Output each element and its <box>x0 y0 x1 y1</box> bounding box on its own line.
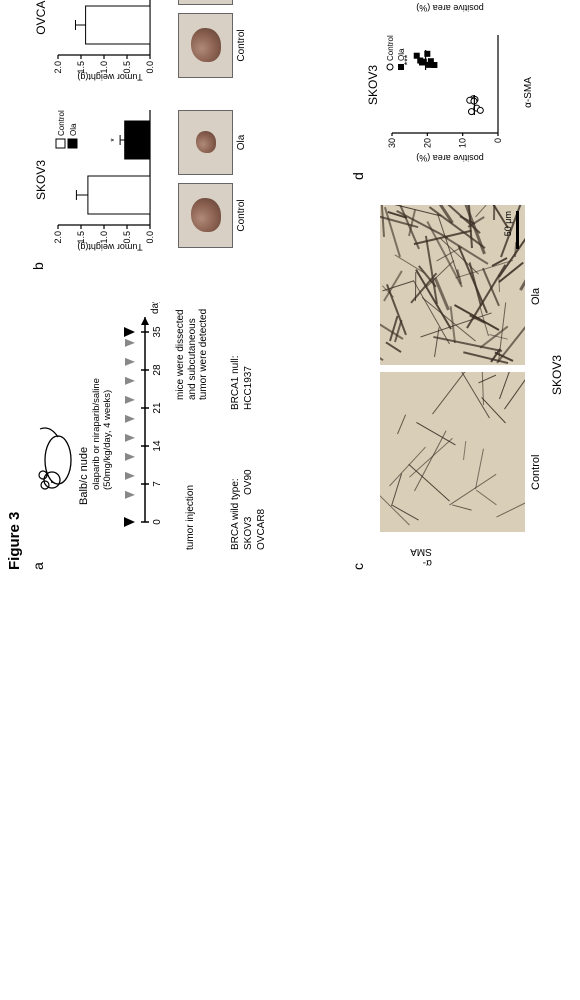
event2-label: mice were dissected and subcutaneous tum… <box>175 280 210 400</box>
timeline-diagram: 0 7 14 21 28 35 days <box>110 302 180 532</box>
micrograph-control <box>380 372 525 532</box>
svg-text:14: 14 <box>152 440 163 452</box>
tumor-cap-treat: Ola <box>236 110 247 175</box>
brca-wt-1: SKOV3 <box>243 517 255 550</box>
micro-row-title: SKOV3 <box>550 355 564 395</box>
brca-wt-label: BRCA wild type: <box>230 478 242 550</box>
svg-text:21: 21 <box>152 402 163 414</box>
svg-text:Tumor weight(g): Tumor weight(g) <box>77 242 142 252</box>
bar-chart: 0.0 0.5 1.0 1.5 2.0 * Tumor weight(g) Contro… <box>50 100 170 260</box>
svg-text:*: * <box>109 138 119 142</box>
bar-title: SKOV3 <box>34 100 48 260</box>
svg-text:0: 0 <box>152 519 163 525</box>
panel-a: Balb/c nude olaparib or niraparib/saline… <box>30 290 310 550</box>
micro-cap-treat: Ola <box>530 288 542 305</box>
svg-text:10: 10 <box>458 138 468 148</box>
svg-text:Tumor weight(g): Tumor weight(g) <box>77 72 142 82</box>
svg-text:2.0: 2.0 <box>53 61 63 74</box>
panel-letter-d: d <box>350 172 366 180</box>
svg-text:1.0: 1.0 <box>99 231 109 244</box>
svg-text:30: 30 <box>387 138 397 148</box>
brca-null-1: HCC1937 <box>243 366 255 410</box>
brca-wt-2: OVCAR8 <box>256 509 268 550</box>
svg-text:Control: Control <box>386 35 395 61</box>
tumor-cap-control: Control <box>236 13 247 78</box>
svg-text:0.5: 0.5 <box>122 231 132 244</box>
mouse-icon <box>30 425 75 495</box>
bar-title: OVCAR8 <box>34 0 48 90</box>
tumor-photo-treat <box>178 0 233 5</box>
scalebar-label: 50 μm <box>503 211 513 236</box>
svg-text:0.0: 0.0 <box>145 231 155 244</box>
svg-text:1.5: 1.5 <box>76 61 86 74</box>
micrograph-treat: 50 μm <box>380 205 525 365</box>
tumor-photo-control <box>178 13 233 78</box>
panel-letter-c: c <box>350 563 366 570</box>
svg-text:20: 20 <box>422 138 432 148</box>
tumor-cap-control: Control <box>236 183 247 248</box>
svg-text:1.0: 1.0 <box>99 61 109 74</box>
scatter-title: SKOV3 <box>366 5 380 165</box>
scatter-title: OVCAR8 <box>366 0 380 15</box>
svg-text:28: 28 <box>152 364 163 376</box>
svg-text:1.5: 1.5 <box>76 231 86 244</box>
svg-text:0: 0 <box>493 138 503 143</box>
svg-text:Ola: Ola <box>397 48 406 61</box>
tumor-photo-treat <box>178 110 233 175</box>
svg-text:positive area (%): positive area (%) <box>416 153 484 163</box>
brca-wt-ov90: OV90 <box>243 469 255 495</box>
tumor-photo-control <box>178 183 233 248</box>
micro-cap-control: Control <box>530 455 542 490</box>
svg-text:0.0: 0.0 <box>145 61 155 74</box>
scatter-xlabel: α-SMA <box>523 0 534 15</box>
svg-text:0.5: 0.5 <box>122 61 132 74</box>
scalebar <box>516 211 519 249</box>
figure-label: Figure 3 <box>6 512 23 570</box>
event1-label: tumor injection <box>185 485 197 550</box>
bar-chart: 0.00.51.01.52.0 ** Tumor weight(g) Contr… <box>50 0 170 90</box>
svg-text:35: 35 <box>152 326 163 338</box>
svg-text:2.0: 2.0 <box>53 231 63 244</box>
scatter-chart: 0510152025 * Control Nira positive area … <box>380 0 520 15</box>
scatter-chart: 0102030 *** Control Ola positive area (%… <box>380 20 520 165</box>
panel-letter-b: b <box>30 262 46 270</box>
micro-ylabel: α-SMA <box>410 546 432 568</box>
tumor-cap-treat: Nira <box>236 0 247 5</box>
scatter-xlabel: α-SMA <box>523 20 534 165</box>
svg-text:Control: Control <box>57 110 66 136</box>
panel-letter-a: a <box>30 562 46 570</box>
days-label: days <box>150 302 161 314</box>
svg-text:positive area (%): positive area (%) <box>416 3 484 13</box>
svg-text:Ola: Ola <box>69 123 78 136</box>
strain-label: Balb/c nude <box>78 447 91 505</box>
brca-null-label: BRCA1 null: <box>230 356 242 410</box>
svg-text:7: 7 <box>152 481 163 487</box>
